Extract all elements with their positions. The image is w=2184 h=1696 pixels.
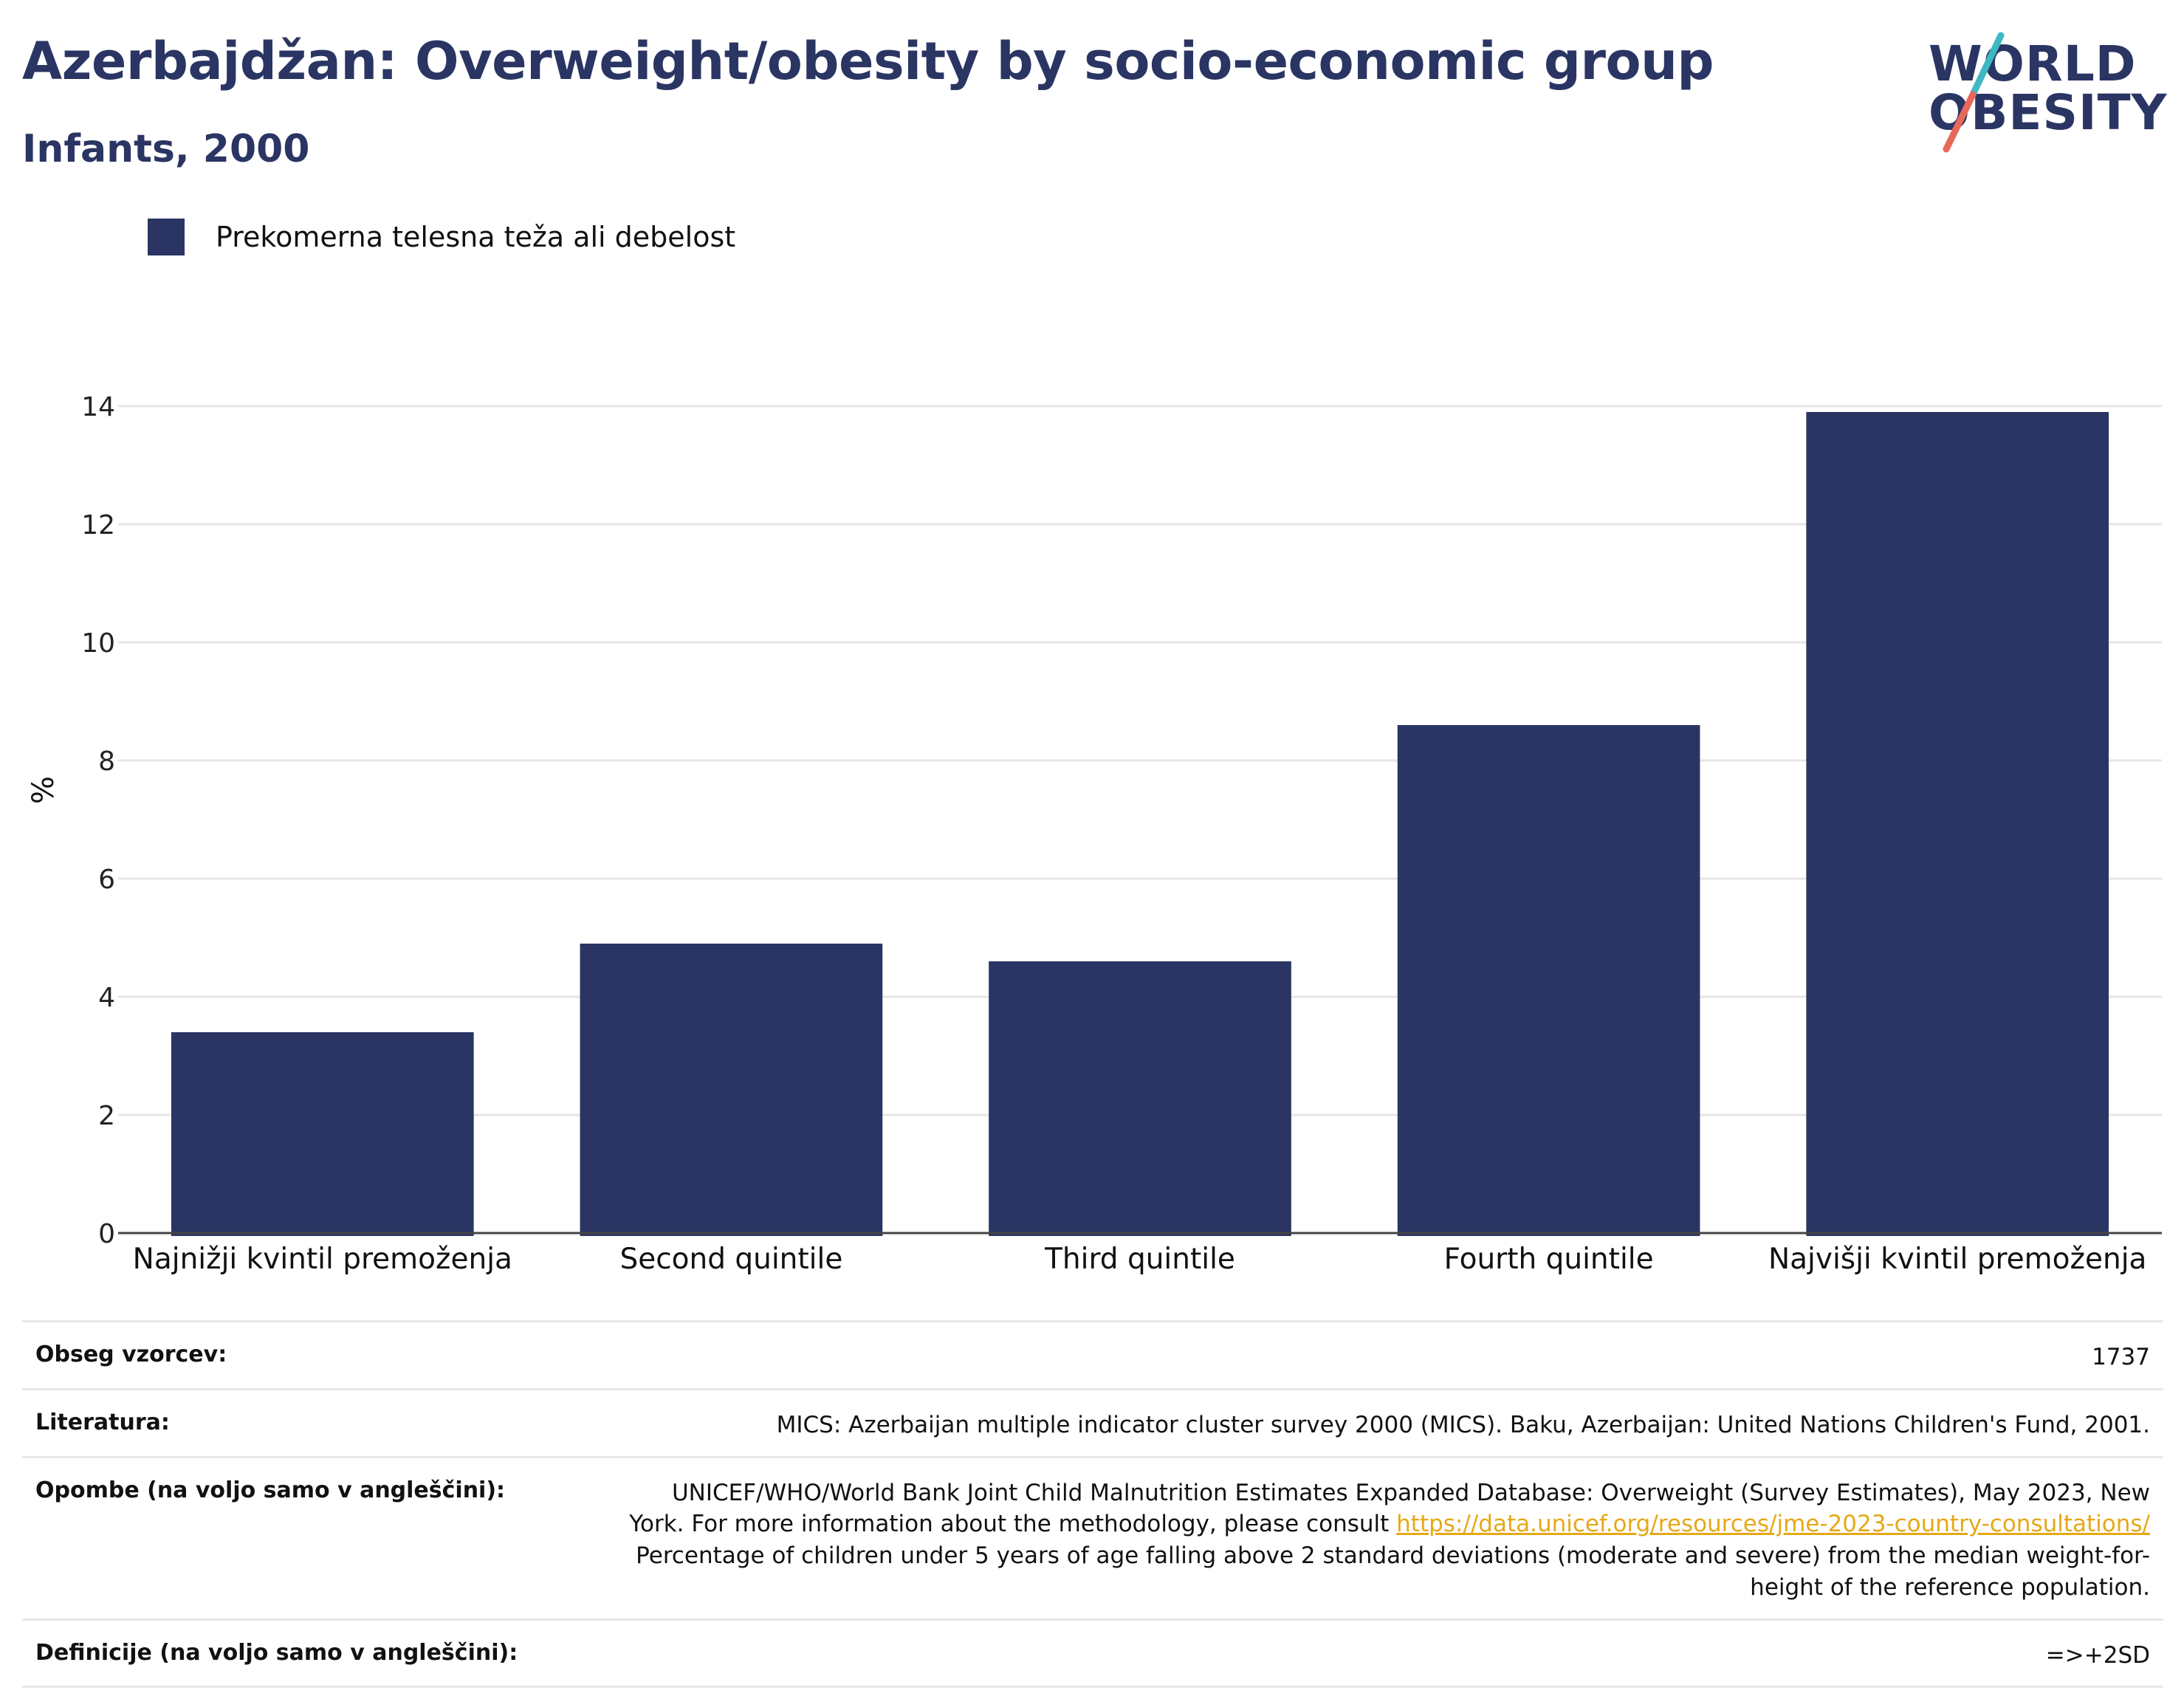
notes-line-4: height of the reference population. bbox=[1750, 1573, 2150, 1601]
x-tick-label: Najvišji kvintil premoženja bbox=[1768, 1243, 2146, 1276]
bar-chart: 0 2 4 6 8 10 12 14 Najnižji kvintil premoženja S… bbox=[27, 392, 2162, 1276]
logo-word-world: WORLD bbox=[1929, 35, 2137, 92]
bar[interactable] bbox=[989, 961, 1291, 1236]
bar[interactable] bbox=[171, 1032, 474, 1236]
bar[interactable] bbox=[1806, 412, 2109, 1236]
y-tick-label: 0 bbox=[98, 1219, 115, 1249]
literature-label: Literatura: bbox=[35, 1409, 170, 1435]
y-axis-ticks: 0 2 4 6 8 10 12 14 bbox=[81, 392, 115, 1249]
chart-title: Azerbajdžan: Overweight/obesity by socio… bbox=[22, 31, 1714, 92]
logo-word-obesity: OBESITY bbox=[1929, 84, 2168, 141]
bars bbox=[171, 412, 2109, 1236]
literature-value: MICS: Azerbaijan multiple indicator clus… bbox=[776, 1411, 2150, 1438]
x-tick-label: Fourth quintile bbox=[1444, 1243, 1654, 1276]
y-tick-label: 2 bbox=[98, 1101, 115, 1131]
notes-line-2-text: York. For more information about the met… bbox=[629, 1511, 1397, 1538]
bar[interactable] bbox=[1397, 725, 1700, 1236]
definitions-label: Definicije (na voljo samo v angleščini): bbox=[35, 1639, 518, 1666]
y-tick-label: 10 bbox=[81, 628, 115, 659]
notes-line-1: UNICEF/WHO/World Bank Joint Child Malnut… bbox=[671, 1479, 2150, 1506]
notes-value: UNICEF/WHO/World Bank Joint Child Malnut… bbox=[629, 1477, 2150, 1604]
sample-size-value: 1737 bbox=[2092, 1344, 2150, 1370]
bar[interactable] bbox=[580, 944, 883, 1236]
x-tick-label: Third quintile bbox=[1044, 1243, 1235, 1276]
y-tick-label: 8 bbox=[98, 746, 115, 777]
info-row-literature: Literatura: MICS: Azerbaijan multiple in… bbox=[22, 1387, 2163, 1456]
notes-line-2: York. For more information about the met… bbox=[629, 1508, 2150, 1540]
info-table: Obseg vzorcev: 1737 Literatura: MICS: Az… bbox=[22, 1320, 2163, 1689]
chart-subtitle: Infants, 2000 bbox=[22, 127, 310, 171]
y-tick-label: 4 bbox=[98, 983, 115, 1013]
chart-legend[interactable]: Prekomerna telesna teža ali debelost bbox=[148, 219, 735, 255]
methodology-link[interactable]: https://data.unicef.org/resources/jme-20… bbox=[1396, 1511, 2150, 1538]
y-axis-label: % bbox=[27, 776, 61, 804]
y-tick-label: 6 bbox=[98, 865, 115, 895]
legend-label: Prekomerna telesna teža ali debelost bbox=[216, 221, 736, 253]
sample-size-label: Obseg vzorcev: bbox=[35, 1342, 227, 1367]
y-tick-label: 12 bbox=[81, 510, 115, 540]
notes-label: Opombe (na voljo samo v angleščini): bbox=[35, 1477, 506, 1503]
info-row-sample-size: Obseg vzorcev: 1737 bbox=[22, 1320, 2163, 1388]
definitions-value: =>+2SD bbox=[2045, 1641, 2150, 1669]
info-row-notes: Opombe (na voljo samo v angleščini): UNI… bbox=[22, 1455, 2163, 1618]
logo-slash-icon bbox=[1943, 32, 2005, 153]
world-obesity-logo[interactable]: WORLD OBESITY bbox=[1929, 30, 2168, 155]
x-axis-ticks: Najnižji kvintil premoženja Second quinti… bbox=[133, 1243, 2147, 1276]
y-tick-label: 14 bbox=[81, 392, 115, 422]
notes-line-3: Percentage of children under 5 years of … bbox=[636, 1542, 2150, 1570]
info-row-definitions: Definicije (na voljo samo v angleščini):… bbox=[22, 1618, 2163, 1689]
legend-swatch bbox=[148, 219, 185, 255]
x-tick-label: Second quintile bbox=[619, 1243, 842, 1276]
x-tick-label: Najnižji kvintil premoženja bbox=[133, 1243, 512, 1276]
